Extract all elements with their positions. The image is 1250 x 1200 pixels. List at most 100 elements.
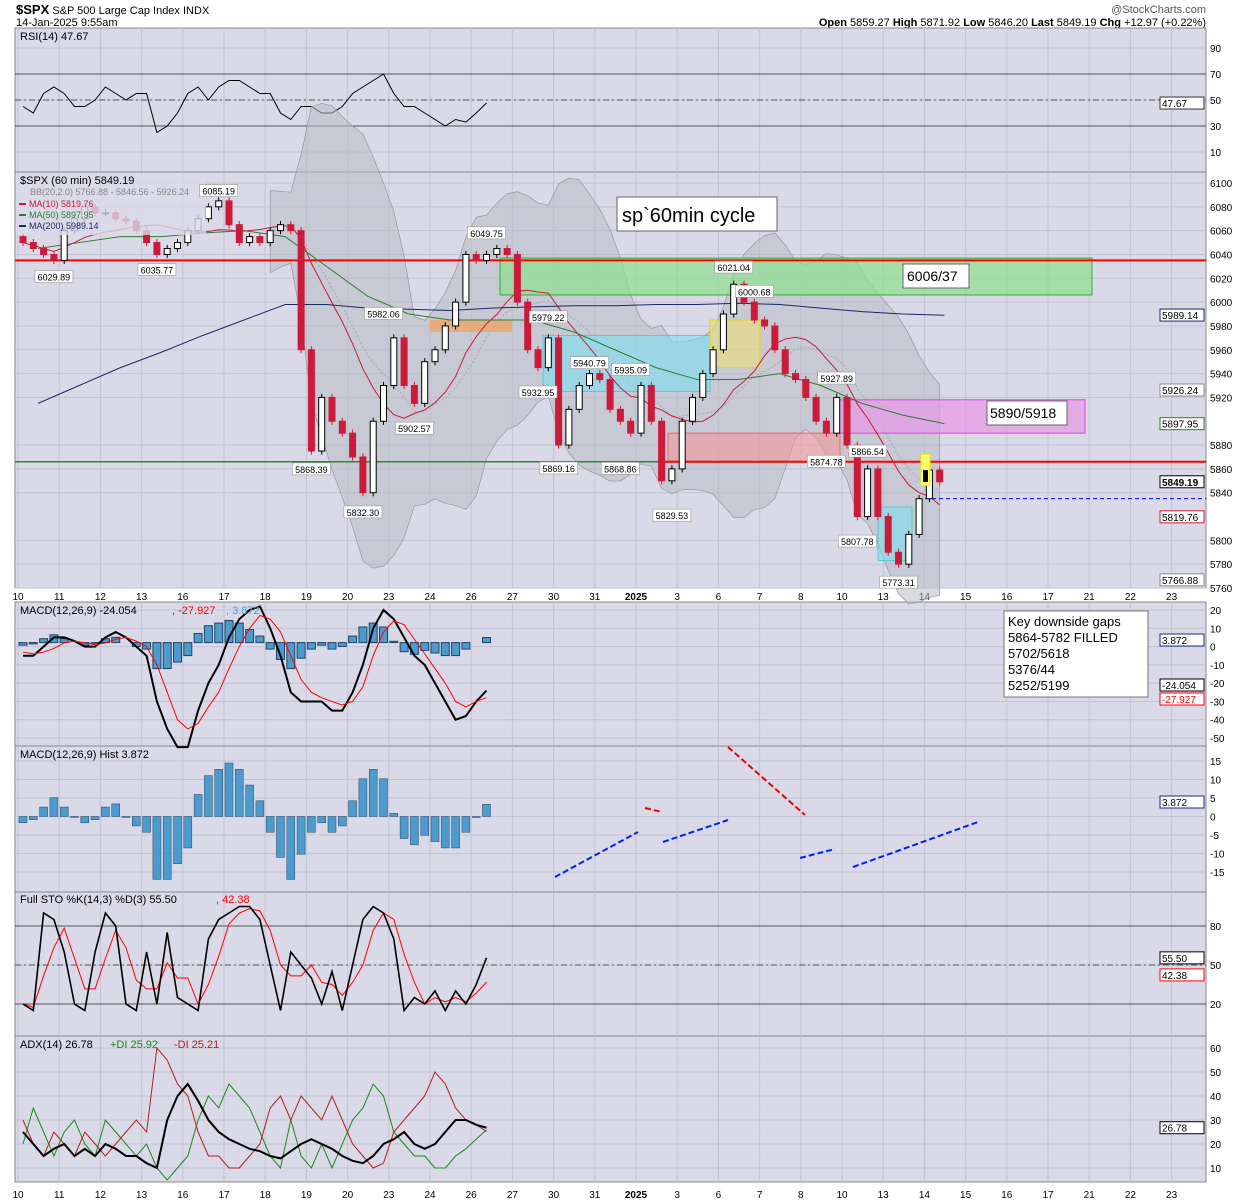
macd-hist-bar xyxy=(327,642,337,650)
price-point-label: 5832.30 xyxy=(343,505,383,519)
candle-up xyxy=(905,533,913,565)
candle-down xyxy=(338,420,346,434)
x-axis-label: 18 xyxy=(260,592,272,603)
price-point-label-text: 5932.95 xyxy=(522,388,555,398)
candle-down xyxy=(349,432,357,458)
ma200-line xyxy=(37,302,945,404)
gaps-box-item: 5702/5618 xyxy=(1008,646,1069,661)
price-point-label-box xyxy=(817,371,857,385)
axis-tick-label: 70 xyxy=(1210,70,1222,81)
zone-mid-label-box xyxy=(986,400,1068,426)
candle-down xyxy=(802,379,810,398)
histogram-bar xyxy=(162,816,172,880)
x-axis-label: 11 xyxy=(54,592,65,603)
axis-tick-label: -10 xyxy=(1210,661,1225,672)
macd-legend: MACD(12,26,9) -24.054 xyxy=(20,605,137,617)
macd-hist-bar xyxy=(162,642,172,670)
x-axis-label: 23 xyxy=(1166,1190,1178,1200)
candle-down xyxy=(410,385,418,404)
candle-up xyxy=(689,396,696,422)
gaps-box xyxy=(1003,610,1149,698)
histogram-bar xyxy=(451,816,460,849)
x-axis-label: 13 xyxy=(878,1190,890,1200)
x-axis-label: 6 xyxy=(716,1190,722,1200)
x-axis-label: 21 xyxy=(1084,592,1096,603)
plus-di-legend: +DI 25.92 xyxy=(110,1039,158,1051)
axis-tick-label: 60 xyxy=(1210,1044,1222,1055)
ma200-legend: MA(200) 5989.14 xyxy=(29,221,99,231)
price-point-label-box xyxy=(539,461,578,475)
zone-upper-label: 6006/37 xyxy=(907,268,958,284)
macd-hist-bar xyxy=(234,622,244,644)
histogram-bar xyxy=(70,816,79,818)
candle-down xyxy=(822,420,830,434)
histogram-bar xyxy=(173,816,182,864)
macd-hist-bar xyxy=(306,642,316,650)
histogram-bar xyxy=(90,816,100,820)
price-point-label-box xyxy=(837,534,877,548)
candle-down xyxy=(40,248,48,255)
sto-legend: Full STO %K(14,3) %D(3) 55.50 xyxy=(20,894,177,906)
macd-hist-bar xyxy=(265,642,275,650)
symbol: $SPX xyxy=(16,2,50,17)
bollinger-mid xyxy=(270,227,940,491)
x-axis-label: 13 xyxy=(878,592,890,603)
rsi-legend: RSI(14) 47.67 xyxy=(20,31,88,43)
price-point-label-text: 5868.39 xyxy=(295,465,328,475)
macd-hist-bar xyxy=(111,636,121,644)
ma50-legend: MA(50) 5897.95 xyxy=(29,210,94,220)
candle-up xyxy=(678,420,686,470)
x-axis-label: 8 xyxy=(798,592,804,603)
axis-tick-label: 5860 xyxy=(1210,465,1233,476)
x-axis-label: 3 xyxy=(674,592,680,603)
candle-up xyxy=(668,468,676,482)
price-point-label-box xyxy=(611,363,651,376)
axis-tick-label: 6060 xyxy=(1210,227,1233,238)
macd-hist-bar xyxy=(276,642,285,660)
histogram-bar xyxy=(204,775,213,817)
histogram-bar xyxy=(286,816,296,880)
sto-axis-tag xyxy=(1159,968,1205,982)
histogram-bar xyxy=(410,816,419,846)
candle-down xyxy=(884,516,892,553)
sto-d-legend: , 42.38 xyxy=(216,894,250,906)
histogram-bar xyxy=(29,816,38,820)
price-point-label: 5982.06 xyxy=(364,307,403,320)
histogram-bar xyxy=(265,816,275,833)
axis-tick-label: 80 xyxy=(1210,922,1222,933)
x-axis-label: 15 xyxy=(960,592,972,603)
candle-down xyxy=(874,468,882,518)
x-axis-label: 17 xyxy=(1042,1190,1054,1200)
adx-legend: ADX(14) 26.78 xyxy=(20,1039,93,1051)
price-point-label-text: 6035.77 xyxy=(141,266,174,276)
price-point-label-text: 6029.89 xyxy=(38,273,71,283)
price-point-label: 5927.89 xyxy=(817,371,857,385)
candle-down xyxy=(761,319,769,327)
macd-hist-bar xyxy=(183,642,193,657)
adx-line xyxy=(22,1082,487,1170)
x-axis-label: 20 xyxy=(342,592,354,603)
macd-hist-bar xyxy=(420,642,430,651)
histogram-bar xyxy=(18,816,28,824)
axis-tick-label: 5760 xyxy=(1210,584,1233,595)
gaps-box-item: 5376/44 xyxy=(1008,662,1055,677)
price-point-label-box xyxy=(734,285,774,298)
price-axis-tag-label: 5849.19 xyxy=(1162,478,1199,489)
price-point-label-text: 5869.16 xyxy=(542,464,575,474)
candle-down xyxy=(503,248,511,255)
price-point-label-box xyxy=(343,505,383,519)
price-point-label-text: 5874.78 xyxy=(810,457,843,467)
price-legend-bg xyxy=(16,175,206,235)
axis-tick-label: 6080 xyxy=(1210,203,1233,214)
chart-header: $SPX S&P 500 Large Cap Index INDX xyxy=(16,2,209,17)
histogram-bar xyxy=(255,800,265,817)
x-axis-label: 22 xyxy=(1125,1190,1137,1200)
candle-down xyxy=(616,408,624,422)
macd-hist-bar xyxy=(379,626,388,644)
price-axis-tag-label: 5766.88 xyxy=(1162,576,1199,587)
candle-up xyxy=(452,301,460,327)
price-point-label-box xyxy=(137,263,177,276)
price-point-label-box xyxy=(364,307,403,320)
axis-tick-label: 5840 xyxy=(1210,489,1233,500)
